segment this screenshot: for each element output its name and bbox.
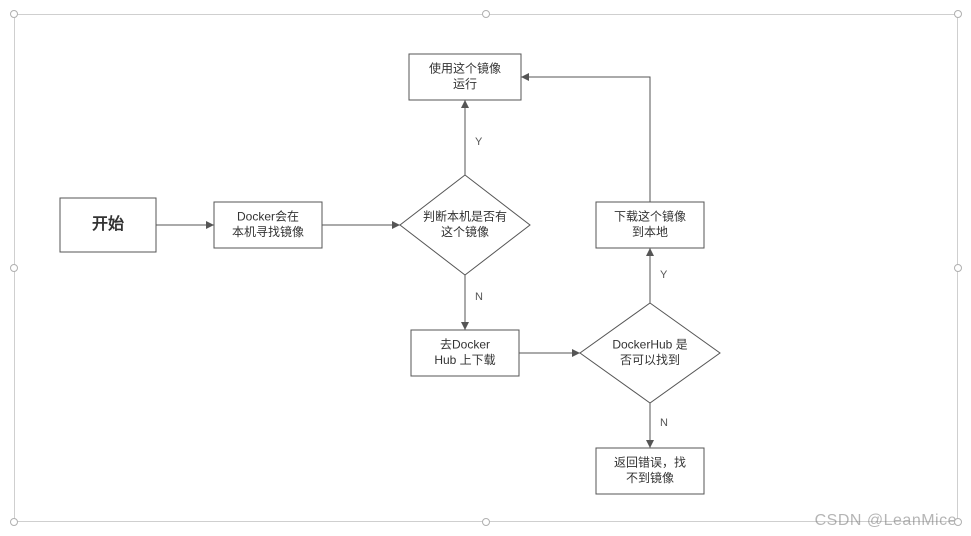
selection-handle[interactable] <box>482 518 490 526</box>
selection-handle[interactable] <box>954 264 962 272</box>
selection-handle[interactable] <box>954 10 962 18</box>
selection-handle[interactable] <box>10 10 18 18</box>
selection-frame <box>14 14 958 522</box>
selection-handle[interactable] <box>482 10 490 18</box>
selection-handle[interactable] <box>954 518 962 526</box>
selection-handle[interactable] <box>10 264 18 272</box>
diagram-canvas: YNYN开始Docker会在本机寻找镜像判断本机是否有这个镜像使用这个镜像运行去… <box>0 0 971 536</box>
selection-handle[interactable] <box>10 518 18 526</box>
